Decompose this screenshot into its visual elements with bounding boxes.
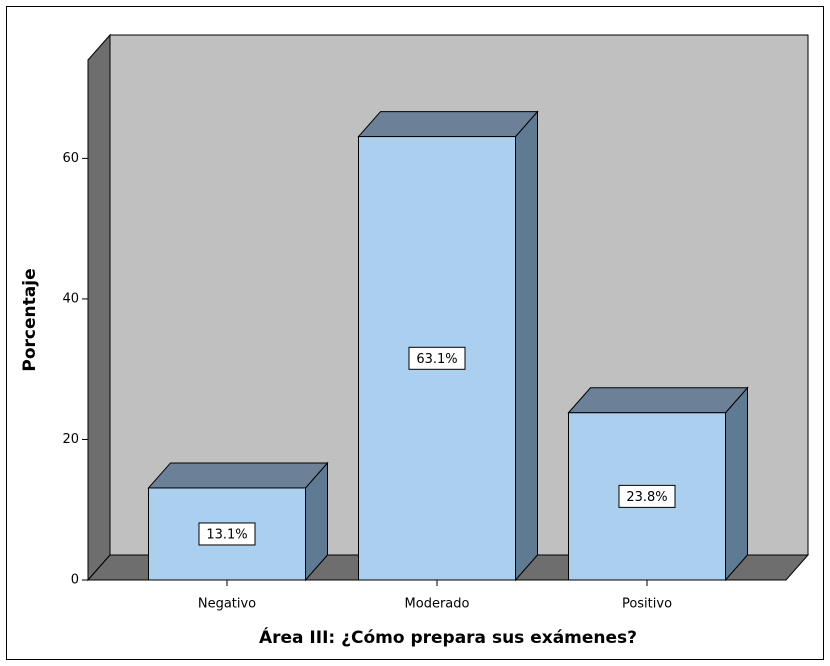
value-label: 23.8% (626, 490, 667, 505)
y-tick-label: 60 (62, 151, 79, 166)
bar-side (725, 386, 748, 582)
side-wall (87, 33, 111, 582)
y-tick-label: 0 (71, 573, 79, 588)
value-label-box (408, 346, 466, 370)
bar-side (515, 110, 538, 582)
y-tick-label: 40 (62, 291, 79, 306)
x-tick-label: Negativo (198, 597, 256, 612)
value-label-box (198, 522, 256, 546)
value-label-box (618, 484, 676, 508)
value-label: 13.1% (206, 527, 247, 542)
x-tick-label: Positivo (622, 597, 672, 612)
bar-top (567, 387, 749, 414)
x-axis-label: Área III: ¿Cómo prepara sus exámenes? (259, 626, 637, 648)
value-label: 63.1% (416, 352, 457, 367)
bar-top (147, 462, 329, 489)
y-tick-label: 20 (62, 432, 79, 447)
bar-top (357, 111, 539, 138)
y-axis-label: Porcentaje (20, 268, 40, 371)
x-tick-label: Moderado (405, 597, 470, 612)
